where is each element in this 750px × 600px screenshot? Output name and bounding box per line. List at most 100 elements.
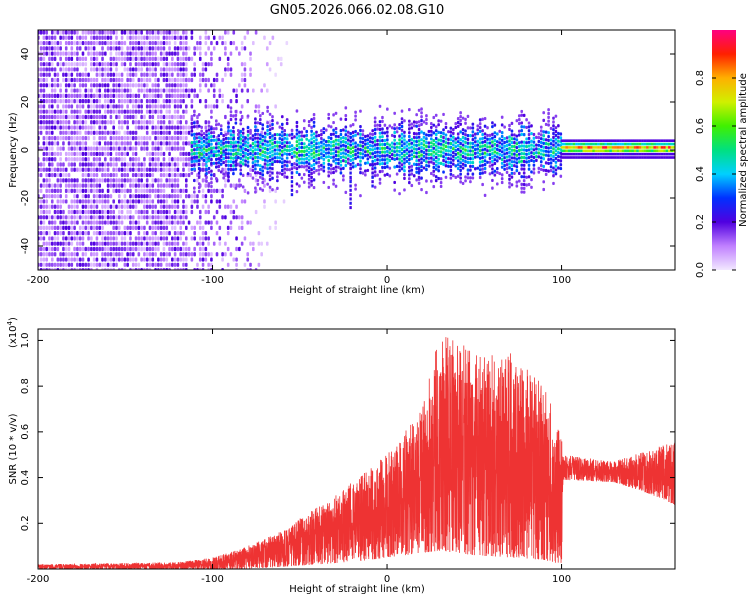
spectrogram-cell bbox=[98, 146, 102, 151]
spectrogram-cell bbox=[503, 125, 506, 129]
spectrogram-cell bbox=[461, 166, 465, 170]
spectrogram-cell bbox=[90, 40, 93, 46]
spectrogram-cell bbox=[104, 30, 107, 35]
spectrogram-cell bbox=[50, 77, 54, 83]
spectrogram-cell bbox=[459, 138, 462, 142]
spectrogram-cell bbox=[140, 120, 143, 125]
spectrogram-cell bbox=[126, 141, 129, 146]
spectrogram-cell bbox=[190, 209, 194, 215]
spectrogram-cell bbox=[505, 159, 509, 163]
spectrogram-cell bbox=[572, 139, 576, 142]
spectrogram-cell bbox=[422, 166, 426, 170]
spectrogram-cell bbox=[151, 72, 155, 77]
spectrogram-cell bbox=[120, 40, 124, 46]
spectrogram-cell bbox=[140, 109, 143, 114]
spectrogram-cell bbox=[56, 93, 60, 98]
spectrogram-cell bbox=[616, 156, 620, 159]
spectrogram-cell bbox=[137, 162, 141, 167]
spectrogram-cell bbox=[193, 121, 196, 125]
spectrogram-cell bbox=[658, 149, 661, 153]
spectrogram-cell bbox=[239, 160, 243, 164]
spectrogram-cell bbox=[254, 186, 257, 190]
spectrogram-cell bbox=[120, 167, 124, 172]
spectrogram-cell bbox=[173, 220, 177, 225]
spectrogram-cell bbox=[168, 99, 171, 104]
spectrogram-cell bbox=[50, 162, 54, 167]
spectrogram-cell bbox=[376, 123, 379, 127]
spectrogram-cell bbox=[101, 257, 104, 262]
spectrogram-cell bbox=[173, 209, 177, 215]
spectrogram-cell bbox=[650, 139, 654, 142]
spectrogram-cell bbox=[39, 114, 43, 120]
spectrogram-cell bbox=[184, 252, 188, 257]
spectrogram-cell bbox=[575, 142, 578, 146]
spectrogram-cell bbox=[145, 67, 149, 72]
spectrogram-cell bbox=[67, 114, 71, 120]
spectrogram-cell bbox=[59, 67, 62, 72]
spectrogram-cell bbox=[532, 140, 536, 144]
spectrogram-cell bbox=[204, 236, 208, 241]
spectrogram-cell bbox=[143, 209, 146, 215]
spectrogram-cell bbox=[162, 172, 166, 178]
spectrogram-cell bbox=[151, 188, 155, 193]
spectrogram-cell bbox=[315, 149, 318, 153]
spectrogram-cell bbox=[154, 30, 157, 35]
spectrogram-cell bbox=[346, 146, 350, 150]
spectrogram-cell bbox=[256, 159, 260, 163]
spectrogram-cell bbox=[500, 180, 504, 185]
spectrogram-cell bbox=[137, 246, 141, 252]
spectrogram-cell bbox=[229, 160, 233, 164]
spectrogram-cell bbox=[148, 109, 152, 114]
spectrogram-cell bbox=[159, 125, 163, 130]
spectrogram-cell bbox=[182, 231, 185, 236]
spectrogram-cell bbox=[129, 46, 132, 51]
spectrogram-cell bbox=[332, 140, 335, 144]
spectrogram-cell bbox=[520, 186, 524, 190]
spectrogram-cell bbox=[614, 156, 617, 159]
spectrogram-cell bbox=[310, 171, 313, 176]
spectrogram-cell bbox=[168, 204, 171, 209]
spectrogram-cell bbox=[486, 160, 489, 164]
spectrogram-cell bbox=[520, 152, 524, 156]
spectrogram-cell bbox=[76, 62, 79, 67]
spectrogram-cell bbox=[84, 194, 88, 199]
spectrogram-cell bbox=[258, 118, 262, 122]
spectrogram-cell bbox=[646, 152, 649, 156]
spectrogram-cell bbox=[70, 183, 74, 188]
spectrogram-cell bbox=[201, 204, 205, 209]
spectrogram-cell bbox=[117, 209, 121, 215]
spectrogram-cell bbox=[218, 236, 222, 241]
spectrogram-cell bbox=[246, 172, 250, 176]
spectrogram-cell bbox=[50, 236, 54, 241]
spectrogram-cell bbox=[90, 183, 93, 188]
spectrogram-cell bbox=[126, 257, 129, 262]
spectrogram-cell bbox=[50, 167, 54, 172]
spectrogram-cell bbox=[290, 128, 294, 133]
spectrogram-cell bbox=[173, 167, 177, 172]
spectrogram-cell bbox=[184, 30, 188, 35]
spectrogram-cell bbox=[70, 231, 74, 236]
spectrogram-cell bbox=[200, 152, 203, 156]
spectrogram-cell bbox=[212, 83, 216, 88]
spectrogram-cell bbox=[50, 125, 54, 130]
spectrogram-cell bbox=[117, 77, 121, 83]
spectrogram-cell bbox=[45, 130, 48, 135]
spectrogram-cell bbox=[567, 156, 571, 159]
spectrogram-cell bbox=[381, 142, 384, 146]
spectrogram-cell bbox=[106, 209, 110, 215]
spectrogram-cell bbox=[444, 175, 448, 179]
spectrogram-cell bbox=[240, 88, 244, 93]
spectrogram-cell bbox=[154, 178, 157, 183]
spectrogram-cell bbox=[190, 133, 194, 137]
spectrogram-cell bbox=[101, 252, 104, 257]
spectrogram-cell bbox=[527, 121, 531, 125]
spectrogram-cell bbox=[324, 128, 328, 132]
spectrogram-cell bbox=[184, 130, 188, 135]
spectrogram-cell bbox=[151, 157, 155, 162]
spectrogram-cell bbox=[239, 172, 243, 176]
spectrogram-cell bbox=[420, 168, 423, 173]
spectrogram-cell bbox=[145, 231, 149, 236]
spectrogram-cell bbox=[500, 154, 504, 158]
spectrogram-cell bbox=[98, 225, 102, 230]
spectrogram-cell bbox=[159, 257, 163, 262]
